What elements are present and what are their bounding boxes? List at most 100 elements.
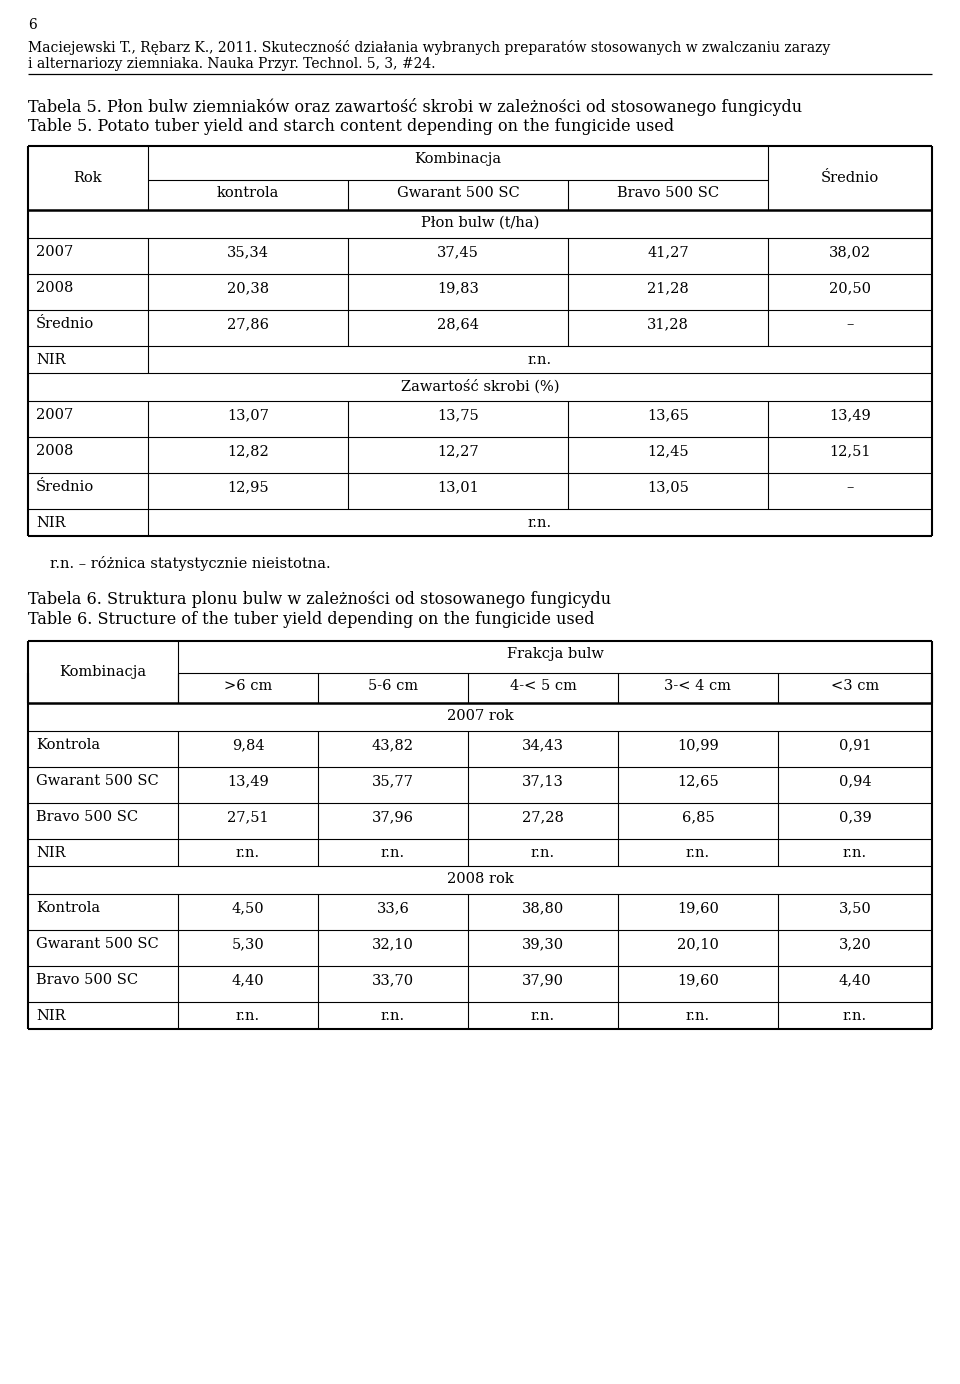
Text: Gwarant 500 SC: Gwarant 500 SC [36, 937, 158, 951]
Text: r.n.: r.n. [686, 846, 710, 859]
Text: 13,01: 13,01 [437, 480, 479, 494]
Text: 19,60: 19,60 [677, 901, 719, 915]
Text: 12,27: 12,27 [437, 444, 479, 458]
Text: 19,60: 19,60 [677, 973, 719, 987]
Text: r.n.: r.n. [531, 846, 555, 859]
Text: Tabela 5. Płon bulw ziemniaków oraz zawartość skrobi w zależności od stosowanego: Tabela 5. Płon bulw ziemniaków oraz zawa… [28, 98, 803, 116]
Text: i alternariozy ziemniaka. Nauka Przyr. Technol. 5, 3, #24.: i alternariozy ziemniaka. Nauka Przyr. T… [28, 57, 436, 71]
Text: 31,28: 31,28 [647, 317, 689, 331]
Text: –: – [847, 317, 853, 331]
Text: 0,39: 0,39 [839, 810, 872, 823]
Text: 12,51: 12,51 [829, 444, 871, 458]
Text: 5-6 cm: 5-6 cm [368, 680, 418, 693]
Text: 13,75: 13,75 [437, 408, 479, 422]
Text: 13,65: 13,65 [647, 408, 689, 422]
Text: Frakcja bulw: Frakcja bulw [507, 646, 604, 662]
Text: 2008 rok: 2008 rok [446, 872, 514, 886]
Text: 3,20: 3,20 [839, 937, 872, 951]
Text: Kombinacja: Kombinacja [415, 152, 501, 166]
Text: 37,90: 37,90 [522, 973, 564, 987]
Text: Kontrola: Kontrola [36, 738, 100, 752]
Text: 35,34: 35,34 [227, 245, 269, 259]
Text: 13,05: 13,05 [647, 480, 689, 494]
Text: –: – [847, 480, 853, 494]
Text: 0,91: 0,91 [839, 738, 872, 752]
Text: r.n.: r.n. [381, 1009, 405, 1023]
Text: 3-< 4 cm: 3-< 4 cm [664, 680, 732, 693]
Text: NIR: NIR [36, 353, 65, 367]
Text: Bravo 500 SC: Bravo 500 SC [617, 185, 719, 201]
Text: >6 cm: >6 cm [224, 680, 272, 693]
Text: 37,13: 37,13 [522, 774, 564, 787]
Text: Table 6. Structure of the tuber yield depending on the fungicide used: Table 6. Structure of the tuber yield de… [28, 610, 594, 628]
Text: Kombinacja: Kombinacja [60, 664, 147, 680]
Text: 35,77: 35,77 [372, 774, 414, 787]
Text: 27,86: 27,86 [227, 317, 269, 331]
Text: NIR: NIR [36, 846, 65, 859]
Text: Gwarant 500 SC: Gwarant 500 SC [396, 185, 519, 201]
Text: r.n.: r.n. [531, 1009, 555, 1023]
Text: 13,07: 13,07 [228, 408, 269, 422]
Text: 6,85: 6,85 [682, 810, 714, 823]
Text: 0,94: 0,94 [839, 774, 872, 787]
Text: 33,70: 33,70 [372, 973, 414, 987]
Text: 6: 6 [28, 18, 36, 32]
Text: 4,40: 4,40 [231, 973, 264, 987]
Text: 20,38: 20,38 [227, 281, 269, 295]
Text: 38,02: 38,02 [828, 245, 871, 259]
Text: Bravo 500 SC: Bravo 500 SC [36, 973, 138, 987]
Text: 38,80: 38,80 [522, 901, 564, 915]
Text: 20,10: 20,10 [677, 937, 719, 951]
Text: 2007: 2007 [36, 245, 73, 259]
Text: 32,10: 32,10 [372, 937, 414, 951]
Text: 12,45: 12,45 [647, 444, 689, 458]
Text: 37,45: 37,45 [437, 245, 479, 259]
Text: r.n.: r.n. [843, 846, 867, 859]
Text: kontrola: kontrola [217, 185, 279, 201]
Text: r.n.: r.n. [236, 1009, 260, 1023]
Text: 2008: 2008 [36, 444, 73, 458]
Text: 3,50: 3,50 [839, 901, 872, 915]
Text: Gwarant 500 SC: Gwarant 500 SC [36, 774, 158, 787]
Text: 12,95: 12,95 [228, 480, 269, 494]
Text: 10,99: 10,99 [677, 738, 719, 752]
Text: 21,28: 21,28 [647, 281, 689, 295]
Text: Zawartość skrobi (%): Zawartość skrobi (%) [400, 379, 560, 393]
Text: NIR: NIR [36, 516, 65, 530]
Text: Bravo 500 SC: Bravo 500 SC [36, 810, 138, 823]
Text: Maciejewski T., Rębarz K., 2011. Skuteczność działania wybranych preparatów stos: Maciejewski T., Rębarz K., 2011. Skutecz… [28, 40, 830, 55]
Text: NIR: NIR [36, 1009, 65, 1023]
Text: Średnio: Średnio [36, 480, 94, 494]
Text: 34,43: 34,43 [522, 738, 564, 752]
Text: 19,83: 19,83 [437, 281, 479, 295]
Text: 4-< 5 cm: 4-< 5 cm [510, 680, 576, 693]
Text: 39,30: 39,30 [522, 937, 564, 951]
Text: <3 cm: <3 cm [830, 680, 879, 693]
Text: r.n.: r.n. [528, 353, 552, 367]
Text: 2007: 2007 [36, 408, 73, 422]
Text: 41,27: 41,27 [647, 245, 689, 259]
Text: 12,65: 12,65 [677, 774, 719, 787]
Text: 12,82: 12,82 [228, 444, 269, 458]
Text: 37,96: 37,96 [372, 810, 414, 823]
Text: Table 5. Potato tuber yield and starch content depending on the fungicide used: Table 5. Potato tuber yield and starch c… [28, 118, 674, 136]
Text: 13,49: 13,49 [829, 408, 871, 422]
Text: Płon bulw (t/ha): Płon bulw (t/ha) [420, 216, 540, 230]
Text: r.n.: r.n. [381, 846, 405, 859]
Text: 27,28: 27,28 [522, 810, 564, 823]
Text: Średnio: Średnio [821, 172, 879, 185]
Text: 33,6: 33,6 [376, 901, 409, 915]
Text: Kontrola: Kontrola [36, 901, 100, 915]
Text: 4,50: 4,50 [231, 901, 264, 915]
Text: 4,40: 4,40 [839, 973, 872, 987]
Text: 20,50: 20,50 [829, 281, 871, 295]
Text: r.n.: r.n. [843, 1009, 867, 1023]
Text: Rok: Rok [74, 172, 103, 185]
Text: r.n.: r.n. [686, 1009, 710, 1023]
Text: 43,82: 43,82 [372, 738, 414, 752]
Text: 27,51: 27,51 [228, 810, 269, 823]
Text: 2007 rok: 2007 rok [446, 709, 514, 722]
Text: Tabela 6. Struktura plonu bulw w zależności od stosowanego fungicydu: Tabela 6. Struktura plonu bulw w zależno… [28, 591, 612, 608]
Text: r.n.: r.n. [236, 846, 260, 859]
Text: 5,30: 5,30 [231, 937, 264, 951]
